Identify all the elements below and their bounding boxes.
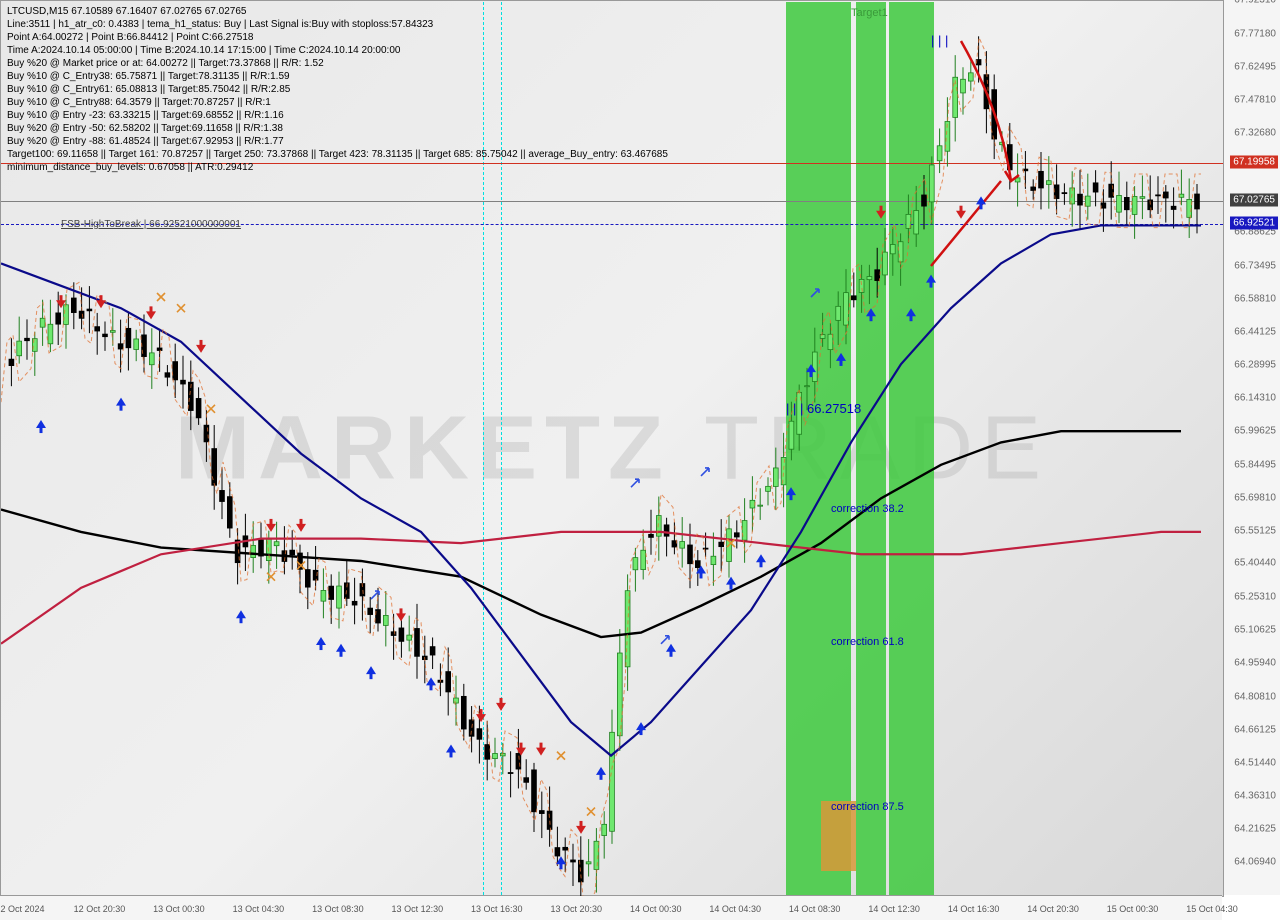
y-tick: 66.14310: [1234, 393, 1276, 404]
y-tick: 64.80810: [1234, 691, 1276, 702]
x-tick: 12 Oct 20:30: [74, 904, 126, 914]
y-tick: 67.62495: [1234, 61, 1276, 72]
x-tick: 14 Oct 12:30: [868, 904, 920, 914]
point-b-label: | | |: [931, 33, 948, 48]
info-line-10: Target100: 69.11658 || Target 161: 70.87…: [7, 148, 668, 161]
info-line-9: Buy %20 @ Entry -88: 61.48524 || Target:…: [7, 135, 668, 148]
y-tick: 65.25310: [1234, 592, 1276, 603]
x-tick: 13 Oct 04:30: [233, 904, 285, 914]
y-tick: 65.69810: [1234, 492, 1276, 503]
x-tick: 13 Oct 08:30: [312, 904, 364, 914]
x-tick: 13 Oct 16:30: [471, 904, 523, 914]
info-line-11: minimum_distance_buy_levels: 0.67058 || …: [7, 161, 668, 174]
y-tick: 67.77180: [1234, 28, 1276, 39]
info-line-0: Line:3511 | h1_atr_c0: 0.4383 | tema_h1_…: [7, 18, 668, 31]
price-label: 67.02765: [1230, 194, 1278, 207]
fsb-label: FSB-HighToBreak | 66.92521000000001: [61, 219, 241, 230]
y-tick: 65.84495: [1234, 459, 1276, 470]
y-tick: 65.10625: [1234, 625, 1276, 636]
y-axis: 67.92310 67.77180 67.62495 67.47810 67.32680…: [1223, 0, 1280, 895]
y-tick: 64.66125: [1234, 724, 1276, 735]
chart-container: MARKETZ TRADE Target1 | | | | | | 66.275…: [0, 0, 1280, 920]
y-tick: 64.21625: [1234, 824, 1276, 835]
price-label: 66.92521: [1230, 217, 1278, 230]
info-line-4: Buy %10 @ C_Entry38: 65.75871 || Target:…: [7, 70, 668, 83]
x-tick: 14 Oct 04:30: [709, 904, 761, 914]
y-tick: 64.06940: [1234, 857, 1276, 868]
x-tick: 12 Oct 2024: [0, 904, 45, 914]
chart-background[interactable]: MARKETZ TRADE Target1 | | | | | | 66.275…: [0, 0, 1224, 897]
correction-618: correction 61.8: [831, 636, 904, 648]
info-line-6: Buy %10 @ C_Entry88: 64.3579 || Target:7…: [7, 96, 668, 109]
point-c-label: | | | 66.27518: [786, 401, 861, 416]
target1-label: Target1: [851, 7, 888, 19]
correction-875: correction 87.5: [831, 801, 904, 813]
y-tick: 66.73495: [1234, 260, 1276, 271]
correction-382: correction 38.2: [831, 503, 904, 515]
y-tick: 64.95940: [1234, 658, 1276, 669]
x-tick: 13 Oct 20:30: [550, 904, 602, 914]
info-line-3: Buy %20 @ Market price or at: 64.00272 |…: [7, 57, 668, 70]
symbol-line: LTCUSD,M15 67.10589 67.16407 67.02765 67…: [7, 5, 668, 18]
y-tick: 66.58810: [1234, 293, 1276, 304]
x-tick: 15 Oct 04:30: [1186, 904, 1238, 914]
x-tick: 15 Oct 00:30: [1107, 904, 1159, 914]
y-tick: 67.92310: [1234, 0, 1276, 6]
x-tick: 14 Oct 00:30: [630, 904, 682, 914]
info-line-1: Point A:64.00272 | Point B:66.84412 | Po…: [7, 31, 668, 44]
info-panel: LTCUSD,M15 67.10589 67.16407 67.02765 67…: [7, 5, 668, 174]
y-tick: 64.51440: [1234, 757, 1276, 768]
y-tick: 64.36310: [1234, 791, 1276, 802]
x-tick: 14 Oct 20:30: [1027, 904, 1079, 914]
price-label: 67.19958: [1230, 155, 1278, 168]
x-tick: 14 Oct 08:30: [789, 904, 841, 914]
x-tick: 14 Oct 16:30: [948, 904, 1000, 914]
x-tick: 13 Oct 12:30: [392, 904, 444, 914]
y-tick: 66.28995: [1234, 360, 1276, 371]
x-axis: 12 Oct 2024 12 Oct 20:30 13 Oct 00:30 13 Oc…: [0, 895, 1222, 920]
info-line-8: Buy %20 @ Entry -50: 62.58202 || Target:…: [7, 122, 668, 135]
y-tick: 65.99625: [1234, 426, 1276, 437]
x-tick: 13 Oct 00:30: [153, 904, 205, 914]
info-line-2: Time A:2024.10.14 05:00:00 | Time B:2024…: [7, 44, 668, 57]
info-line-5: Buy %10 @ C_Entry61: 65.08813 || Target:…: [7, 83, 668, 96]
y-tick: 65.55125: [1234, 525, 1276, 536]
y-tick: 67.47810: [1234, 94, 1276, 105]
info-line-7: Buy %10 @ Entry -23: 63.33215 || Target:…: [7, 109, 668, 122]
y-tick: 65.40440: [1234, 558, 1276, 569]
y-tick: 67.32680: [1234, 128, 1276, 139]
y-tick: 66.44125: [1234, 326, 1276, 337]
